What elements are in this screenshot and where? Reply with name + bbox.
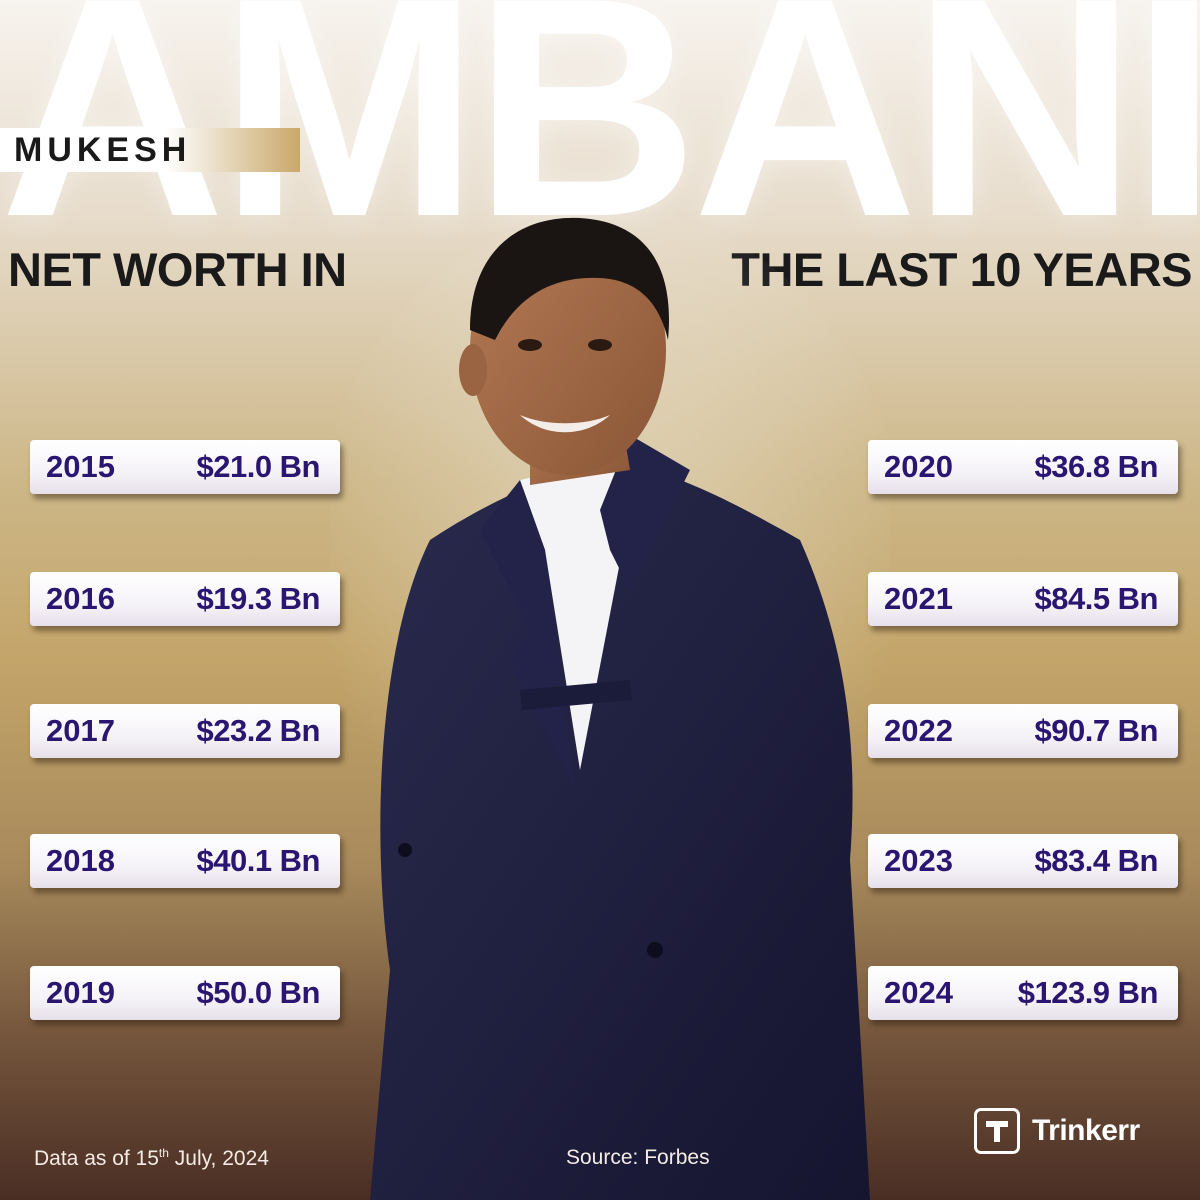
amount-label: $23.2 Bn	[196, 713, 320, 748]
networth-row-2020: 2020 $36.8 Bn	[868, 440, 1178, 494]
networth-row-2018: 2018 $40.1 Bn	[30, 834, 340, 888]
name-tag: MUKESH	[0, 128, 300, 172]
brand-name: Trinkerr	[1032, 1114, 1140, 1147]
name-tag-label: MUKESH	[14, 130, 192, 169]
amount-label: $83.4 Bn	[1034, 843, 1158, 878]
year-label: 2019	[46, 975, 115, 1010]
year-label: 2018	[46, 843, 115, 878]
note-suffix: July, 2024	[168, 1147, 269, 1170]
amount-label: $123.9 Bn	[1017, 975, 1159, 1010]
amount-label: $21.0 Bn	[196, 449, 320, 484]
source-note: Source: Forbes	[566, 1146, 710, 1169]
year-label: 2023	[884, 843, 953, 878]
year-label: 2017	[46, 713, 115, 748]
year-label: 2024	[884, 975, 953, 1010]
note-sup: th	[158, 1146, 169, 1160]
brand-logo: Trinkerr	[974, 1106, 1140, 1156]
year-label: 2016	[46, 581, 115, 616]
networth-row-2017: 2017 $23.2 Bn	[30, 704, 340, 758]
year-label: 2020	[884, 449, 953, 484]
networth-row-2021: 2021 $84.5 Bn	[868, 572, 1178, 626]
amount-label: $50.0 Bn	[196, 975, 320, 1010]
amount-label: $19.3 Bn	[196, 581, 320, 616]
note-prefix: Data as of 15	[34, 1147, 159, 1170]
trinkerr-logo-icon	[974, 1108, 1020, 1154]
subtitle-right: THE LAST 10 YEARS	[731, 243, 1192, 296]
year-label: 2022	[884, 713, 953, 748]
networth-row-2022: 2022 $90.7 Bn	[868, 704, 1178, 758]
networth-row-2024: 2024 $123.9 Bn	[868, 966, 1178, 1020]
networth-row-2016: 2016 $19.3 Bn	[30, 572, 340, 626]
portrait-image	[330, 210, 890, 1200]
amount-label: $40.1 Bn	[196, 843, 320, 878]
networth-row-2015: 2015 $21.0 Bn	[30, 440, 340, 494]
year-label: 2015	[46, 449, 115, 484]
amount-label: $36.8 Bn	[1034, 449, 1158, 484]
amount-label: $84.5 Bn	[1034, 581, 1158, 616]
subtitle-left: NET WORTH IN	[8, 243, 347, 296]
year-label: 2021	[884, 581, 953, 616]
networth-row-2023: 2023 $83.4 Bn	[868, 834, 1178, 888]
data-date-note: Data as of 15th July, 2024	[34, 1146, 269, 1171]
amount-label: $90.7 Bn	[1034, 713, 1158, 748]
networth-row-2019: 2019 $50.0 Bn	[30, 966, 340, 1020]
